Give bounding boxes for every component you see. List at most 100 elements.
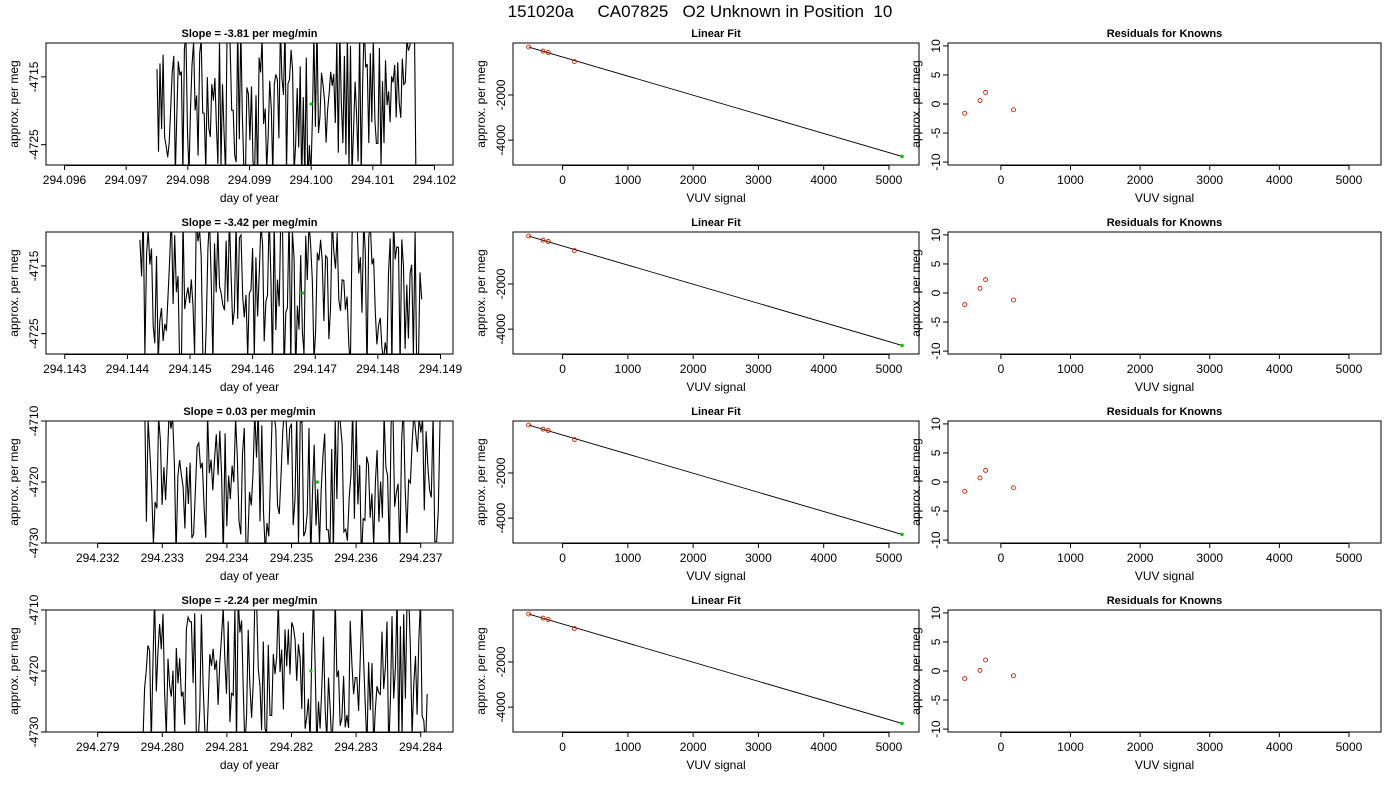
x-tick-label: 0: [559, 173, 566, 187]
x-axis-label: VUV signal: [686, 380, 745, 394]
unknown-point: [900, 721, 904, 726]
x-axis-label: day of year: [220, 569, 279, 583]
y-tick-label: -4000: [494, 313, 508, 344]
residual-point: [983, 657, 989, 663]
panel-title: Residuals for Knowns: [1107, 28, 1223, 40]
panel-timeseries-3: Slope = -2.24 per meg/min 294.279 294.280 2…: [7, 594, 454, 772]
x-axis-label: VUV signal: [1135, 758, 1194, 772]
x-tick-label: 2000: [1127, 173, 1154, 187]
panel-residuals-0: Residuals for Knowns 0 1000 2000 3000 4000 500…: [909, 28, 1382, 205]
x-tick-label: 2000: [680, 173, 707, 187]
y-tick-label: -4715: [27, 61, 41, 92]
plot-frame: [512, 420, 920, 544]
unknown-point: [900, 343, 904, 348]
x-tick-label: 294.282: [270, 740, 314, 754]
residual-point: [977, 475, 983, 481]
y-tick-label: 10: [929, 228, 943, 242]
x-tick-label: 0: [998, 362, 1005, 376]
plot-frame: [947, 420, 1382, 544]
panel-timeseries-1: Slope = -3.42 per meg/min 294.143 294.144 2…: [7, 217, 463, 394]
y-tick-label: -5: [929, 127, 943, 138]
panel-title: Linear Fit: [691, 595, 741, 607]
x-tick-label: 0: [559, 740, 566, 754]
x-axis-label: VUV signal: [1135, 569, 1194, 583]
x-tick-label: 0: [998, 740, 1005, 754]
panel-title: Residuals for Knowns: [1107, 595, 1223, 607]
x-tick-label: 3000: [1196, 362, 1223, 376]
plot-area: [526, 233, 904, 348]
plot-area: [962, 657, 1016, 682]
panel-title: Slope = 0.03 per meg/min: [183, 406, 316, 418]
y-tick-label: -10: [929, 342, 943, 360]
y-tick-label: 10: [929, 417, 943, 431]
x-tick-label: 294.146: [231, 362, 275, 376]
x-tick-label: 3000: [745, 362, 772, 376]
residual-point: [983, 467, 989, 473]
x-tick-label: 5000: [1336, 551, 1363, 565]
x-tick-label: 294.148: [356, 362, 400, 376]
plot-area: [526, 611, 904, 726]
residual-point: [977, 667, 983, 673]
data-trace: [139, 232, 423, 354]
plot-area: [142, 610, 428, 732]
x-tick-label: 5000: [876, 362, 903, 376]
y-tick-label: -4000: [494, 124, 508, 155]
y-tick-label: 0: [929, 289, 943, 296]
highlight-point: [309, 669, 313, 673]
panel-title: Slope = -3.42 per meg/min: [181, 217, 317, 229]
x-axis-label: VUV signal: [686, 758, 745, 772]
y-tick-label: -2000: [494, 646, 508, 677]
y-tick-label: -4000: [494, 502, 508, 533]
x-tick-label: 294.284: [399, 740, 443, 754]
x-tick-label: 3000: [1196, 551, 1223, 565]
panel-timeseries-2: Slope = 0.03 per meg/min 294.232 294.233 29…: [7, 405, 454, 583]
known-point: [526, 44, 532, 50]
panel-title: Slope = -3.81 per meg/min: [181, 28, 317, 40]
residual-point: [977, 98, 983, 103]
x-tick-label: 294.235: [270, 551, 314, 565]
residual-point: [977, 285, 983, 291]
plot-frame: [45, 42, 454, 166]
x-tick-label: 4000: [810, 173, 837, 187]
plot-frame: [512, 609, 920, 733]
y-tick-label: 5: [929, 449, 943, 456]
y-tick-label: -2000: [494, 79, 508, 110]
y-tick-label: -4730: [27, 716, 41, 747]
x-tick-label: 0: [998, 173, 1005, 187]
y-tick-label: 10: [929, 39, 943, 53]
y-axis-label: approx. per meg: [474, 438, 488, 525]
x-tick-label: 294.149: [419, 362, 463, 376]
x-tick-label: 0: [559, 362, 566, 376]
y-tick-label: -4710: [27, 405, 41, 436]
residual-point: [983, 277, 989, 283]
x-tick-label: 294.283: [334, 740, 378, 754]
x-tick-label: 5000: [876, 173, 903, 187]
y-tick-label: 0: [929, 478, 943, 485]
highlight-point: [309, 102, 313, 106]
plot-area: [156, 43, 417, 165]
fit-line: [528, 46, 903, 157]
unknown-point: [900, 532, 904, 537]
plot-frame: [947, 231, 1382, 355]
page-title: 151020a CA07825 O2 Unknown in Position 1…: [507, 2, 893, 21]
x-tick-label: 4000: [810, 740, 837, 754]
y-tick-label: -10: [929, 531, 943, 549]
x-tick-label: 294.280: [141, 740, 185, 754]
panel-fit-1: Linear Fit 0 1000 2000 3000 4000 5000 -2000 -400…: [474, 217, 920, 394]
plot-frame: [947, 42, 1382, 166]
x-tick-label: 3000: [745, 740, 772, 754]
known-point: [540, 615, 546, 621]
residual-point: [962, 676, 968, 682]
plot-frame: [45, 420, 454, 544]
panel-title: Linear Fit: [691, 217, 741, 229]
x-tick-label: 5000: [876, 551, 903, 565]
x-tick-label: 294.233: [141, 551, 185, 565]
known-point: [526, 233, 532, 239]
x-tick-label: 294.281: [205, 740, 249, 754]
y-axis-label: approx. per meg: [474, 60, 488, 147]
y-axis-label: approx. per meg: [909, 627, 923, 714]
x-tick-label: 2000: [1127, 740, 1154, 754]
residual-point: [1010, 673, 1016, 679]
fit-line: [528, 235, 903, 346]
